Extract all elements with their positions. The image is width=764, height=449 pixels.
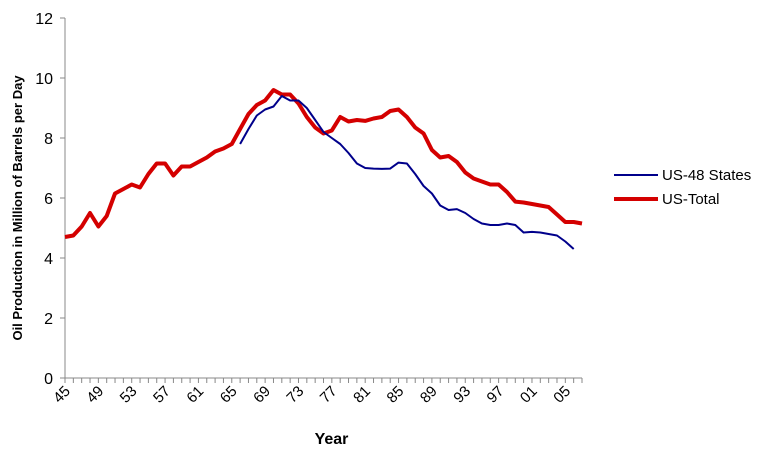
x-tick-label: 01 <box>517 383 541 407</box>
y-axis-title: Oil Production in Million of Barrels per… <box>10 75 25 341</box>
legend-swatch-us-total <box>614 197 658 201</box>
legend-item-us-48-states: US-48 States <box>614 163 764 187</box>
legend: US-48 States US-Total <box>614 163 764 211</box>
legend-label-us-total: US-Total <box>662 190 720 208</box>
x-tick-label: 05 <box>550 383 574 407</box>
y-tick-label: 12 <box>35 11 53 28</box>
x-tick-label: 77 <box>317 383 341 407</box>
y-tick-label: 4 <box>44 251 53 268</box>
series-line-us-total <box>64 88 583 239</box>
x-tick-label: 69 <box>250 383 274 407</box>
x-tick-label: 53 <box>117 383 141 407</box>
y-tick-label: 6 <box>44 191 53 208</box>
x-tick-label: 89 <box>417 383 441 407</box>
x-tick-label: 73 <box>283 383 307 407</box>
x-tick-label: 65 <box>217 383 241 407</box>
x-tick-label: 97 <box>484 383 508 407</box>
x-axis-title: Year <box>315 431 349 448</box>
y-tick-label: 2 <box>44 311 53 328</box>
x-tick-label: 45 <box>50 383 74 407</box>
x-tick-label: 81 <box>350 383 374 407</box>
x-tick-label: 93 <box>450 383 474 407</box>
legend-label-us-48-states: US-48 States <box>662 166 752 184</box>
y-tick-label: 0 <box>44 371 53 388</box>
x-tick-label: 61 <box>183 383 207 407</box>
y-tick-label: 8 <box>44 131 53 148</box>
legend-item-us-total: US-Total <box>614 187 764 211</box>
series-line-us-48-states <box>239 95 575 250</box>
x-tick-label: 85 <box>384 383 408 407</box>
x-tick-label: 57 <box>150 383 174 407</box>
x-tick-label: 49 <box>83 383 107 407</box>
legend-swatch-us-48-states <box>614 174 658 176</box>
y-tick-label: 10 <box>35 71 53 88</box>
